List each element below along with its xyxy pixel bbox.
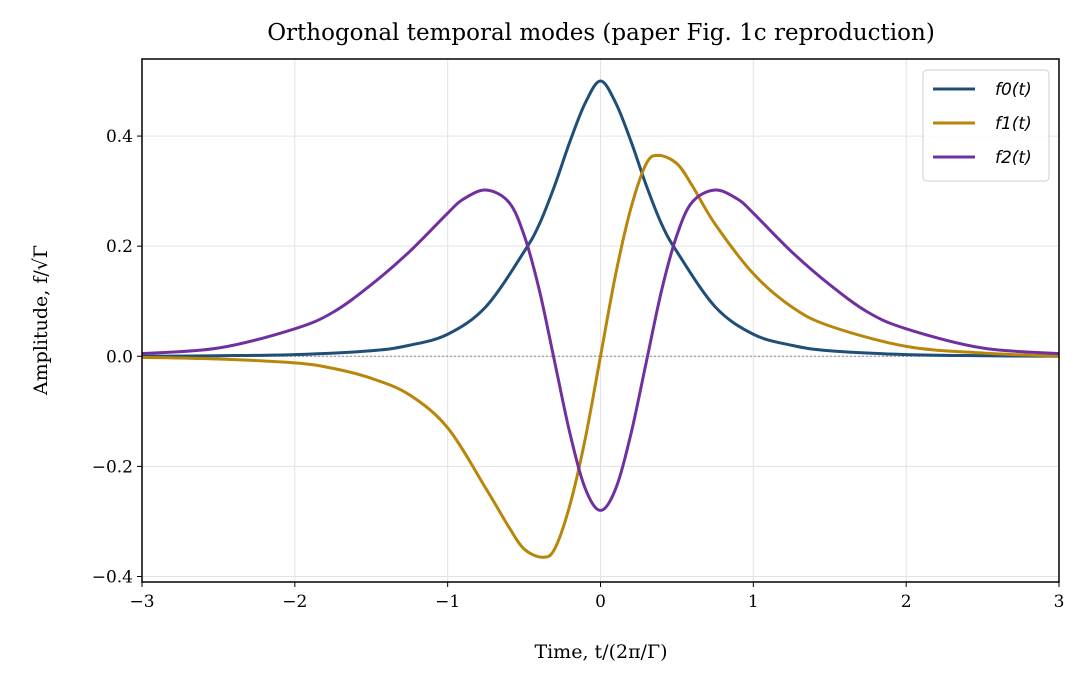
x-tick-label: 0 <box>595 592 606 612</box>
legend-label: f2(t) <box>995 148 1032 168</box>
x-tick-label: −1 <box>435 592 460 612</box>
grid <box>141 59 1060 582</box>
ticks: −3 −2 −1 0 1 2 3 −0.4 −0.2 0.0 0.2 0.4 <box>92 127 1065 612</box>
legend-label: f1(t) <box>995 114 1032 134</box>
y-axis-label: Amplitude, f/√Γ <box>30 245 52 396</box>
legend-label: f0(t) <box>995 80 1032 100</box>
y-tick-label: 0.0 <box>106 347 133 367</box>
legend: f0(t) f1(t) f2(t) <box>922 69 1050 182</box>
y-tick-label: 0.4 <box>106 127 133 147</box>
x-tick-label: −2 <box>282 592 307 612</box>
x-tick-label: 1 <box>748 592 759 612</box>
x-tick-label: 3 <box>1054 592 1065 612</box>
x-axis-label: Time, t/(2π/Γ) <box>534 641 667 663</box>
legend-box <box>922 69 1050 182</box>
series-line-2 <box>141 188 1060 512</box>
x-tick-label: −3 <box>129 592 154 612</box>
y-tick-label: −0.4 <box>92 567 133 587</box>
series-layer <box>141 79 1060 559</box>
series-line-1 <box>141 153 1060 559</box>
y-tick-label: 0.2 <box>106 237 133 257</box>
series-line-0 <box>141 79 1060 358</box>
y-tick-label: −0.2 <box>92 457 133 477</box>
x-tick-label: 2 <box>901 592 912 612</box>
chart-title: Orthogonal temporal modes (paper Fig. 1c… <box>267 20 935 46</box>
